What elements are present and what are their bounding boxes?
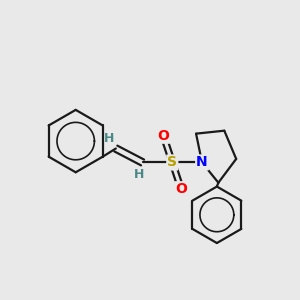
Text: H: H xyxy=(134,168,144,181)
Text: O: O xyxy=(158,129,169,143)
Text: O: O xyxy=(175,182,187,196)
Text: S: S xyxy=(167,155,177,170)
Text: N: N xyxy=(196,155,208,170)
Text: H: H xyxy=(104,132,114,145)
